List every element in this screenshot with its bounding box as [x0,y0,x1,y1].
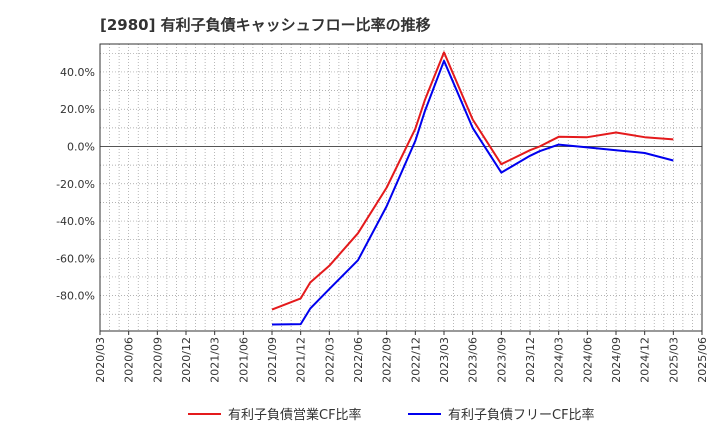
y-tick-label: 0.0% [67,141,95,154]
x-tick-label: 2025/03 [667,337,680,383]
legend: 有利子負債営業CF比率 有利子負債フリーCF比率 [188,407,595,423]
plot-frame [99,43,703,332]
y-tick-label: -60.0% [56,252,95,265]
x-tick-label: 2024/09 [610,337,623,383]
chart-title: [2980] 有利子負債キャッシュフロー比率の推移 [100,16,431,34]
x-tick-label: 2020/12 [180,337,193,383]
x-tick-label: 2023/12 [524,337,537,383]
x-tick-label: 2021/09 [266,337,279,383]
x-tick-label: 2024/03 [553,337,566,383]
x-tick-label: 2024/06 [581,337,594,383]
x-tick-label: 2020/09 [151,337,164,383]
y-tick-label: 20.0% [60,103,95,116]
x-tick-label: 2021/06 [237,337,250,383]
x-tick-label: 2020/06 [123,337,136,383]
y-tick-label: 40.0% [60,66,95,79]
x-tick-label: 2022/12 [409,337,422,383]
x-tick-label: 2023/06 [467,337,480,383]
series-line-operating-cf [271,51,674,311]
x-tick-label: 2021/12 [295,337,308,383]
x-tick-label: 2022/03 [323,337,336,383]
y-tick-label: -40.0% [56,215,95,228]
grid [100,44,702,331]
y-tick-label: -80.0% [56,290,95,303]
y-tick-labels: 40.0% 20.0% 0.0% -20.0% -40.0% -60.0% -80.0% [56,66,95,303]
x-tick-label: 2024/12 [639,337,652,383]
series-line-free-cf [271,59,674,326]
x-tick-label: 2022/09 [381,337,394,383]
x-tick-label: 2021/03 [209,337,222,383]
axes [99,43,703,335]
x-tick-label: 2020/03 [94,337,107,383]
x-tick-label: 2023/09 [495,337,508,383]
x-tick-labels: 2020/03 2020/06 2020/09 2020/12 2021/03 2021/… [94,337,709,383]
x-tick-label: 2025/06 [696,337,709,383]
series-lines [271,51,674,326]
y-tick-label: -20.0% [56,178,95,191]
legend-label: 有利子負債フリーCF比率 [448,407,595,423]
legend-label: 有利子負債営業CF比率 [228,407,362,423]
x-tick-label: 2022/06 [352,337,365,383]
x-tick-label: 2023/03 [438,337,451,383]
